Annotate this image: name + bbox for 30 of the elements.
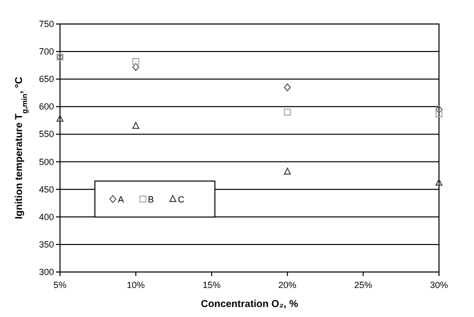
point xyxy=(436,178,442,186)
x-tick-label: 5% xyxy=(53,280,67,290)
point xyxy=(132,58,140,65)
legend-label: B xyxy=(148,194,154,205)
y-tick-label: 350 xyxy=(38,239,54,250)
y-tick-label: 650 xyxy=(38,74,54,84)
x-tick-label: 25% xyxy=(354,280,372,290)
legend-label: C xyxy=(178,194,185,205)
y-tick-label: 750 xyxy=(38,19,54,29)
x-tick-label: 10% xyxy=(126,280,145,290)
point xyxy=(56,114,64,122)
y-tick-label: 700 xyxy=(38,46,54,57)
y-tick-label: 550 xyxy=(38,129,54,140)
y-tick-label: 400 xyxy=(38,212,54,222)
point xyxy=(284,83,291,92)
x-tick-label: 20% xyxy=(278,280,296,290)
point xyxy=(436,105,442,114)
legend-label: A xyxy=(118,194,124,205)
point xyxy=(284,168,291,175)
x-tick-label: 15% xyxy=(202,280,221,290)
point xyxy=(132,62,140,71)
point xyxy=(436,110,442,118)
x-tick-label: 30% xyxy=(430,280,448,290)
y-tick-label: 450 xyxy=(38,184,54,194)
y-tick-label: 600 xyxy=(38,102,54,112)
y-tick-label: 300 xyxy=(38,267,54,277)
point xyxy=(284,108,291,116)
x-axis-title: Concentration O₂, % xyxy=(200,299,298,310)
point xyxy=(132,122,140,129)
y-tick-label: 500 xyxy=(38,156,54,167)
